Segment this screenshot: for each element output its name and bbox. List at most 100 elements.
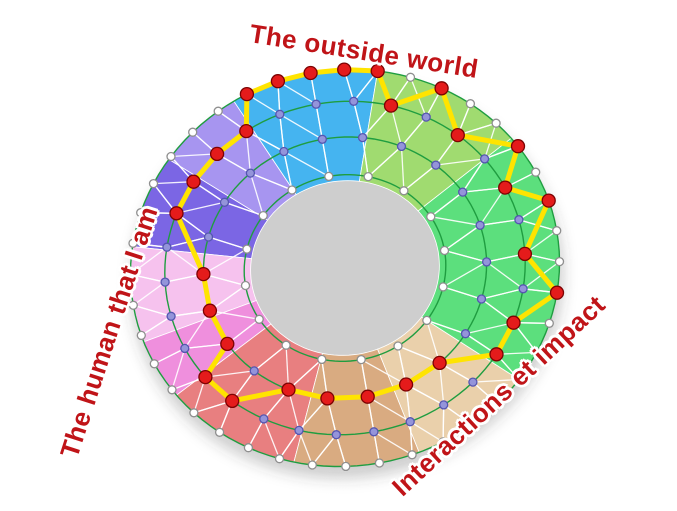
node (324, 171, 334, 182)
node (331, 430, 341, 440)
node (531, 347, 542, 358)
red-node (450, 127, 465, 143)
node (213, 106, 223, 116)
node (259, 414, 269, 424)
node (274, 454, 285, 464)
red-node (196, 266, 211, 282)
red-node (198, 369, 213, 385)
node (189, 408, 199, 418)
node (275, 109, 285, 119)
node (491, 118, 501, 128)
node (518, 284, 528, 294)
node (203, 232, 214, 242)
node (554, 256, 565, 267)
node (407, 450, 417, 460)
node (245, 168, 256, 178)
red-node (517, 246, 533, 262)
node (254, 314, 264, 324)
red-node (549, 285, 565, 300)
node (514, 215, 524, 225)
node (166, 151, 176, 162)
node (426, 212, 436, 222)
red-node (498, 180, 513, 195)
red-node (239, 86, 255, 102)
red-node (541, 193, 556, 208)
node (240, 280, 251, 291)
node (125, 269, 136, 280)
node (438, 282, 448, 292)
node (249, 366, 259, 376)
node (311, 99, 321, 109)
node (431, 160, 441, 170)
node (242, 244, 252, 254)
red-node (370, 63, 385, 79)
node (422, 315, 432, 326)
node (460, 329, 471, 339)
red-node (383, 98, 399, 113)
red-node (209, 146, 225, 162)
node (341, 461, 351, 472)
node (374, 458, 385, 468)
node (481, 257, 492, 267)
node (458, 187, 468, 197)
node (128, 300, 138, 310)
red-node (270, 74, 286, 89)
node (356, 354, 366, 365)
node (405, 417, 415, 427)
node (479, 154, 490, 164)
node (399, 186, 409, 196)
node (369, 427, 379, 437)
red-node (360, 389, 375, 404)
red-node (303, 65, 318, 81)
node (476, 294, 487, 304)
node (128, 238, 138, 248)
node (148, 178, 159, 189)
node (281, 340, 291, 350)
node (188, 127, 198, 137)
node (258, 210, 268, 221)
node (149, 359, 159, 369)
red-node (220, 336, 235, 352)
node (544, 318, 554, 328)
red-node (489, 347, 504, 362)
node (393, 341, 403, 351)
node (396, 141, 407, 152)
node (219, 197, 230, 207)
node (439, 245, 450, 256)
node (421, 112, 431, 122)
red-node (398, 377, 414, 392)
node (287, 185, 297, 195)
node (492, 399, 502, 409)
red-node (434, 81, 449, 96)
node (468, 377, 478, 387)
node (465, 99, 476, 109)
red-node (432, 355, 447, 371)
node (514, 374, 524, 385)
red-node (169, 206, 184, 221)
green-ring (164, 100, 526, 436)
node (279, 146, 289, 157)
red-node (506, 315, 521, 330)
node (357, 132, 368, 143)
red-node (239, 123, 254, 139)
red-node (320, 391, 335, 406)
node (405, 72, 416, 82)
node (307, 460, 317, 470)
node (136, 330, 146, 341)
node (349, 96, 359, 106)
node (243, 443, 254, 453)
node (317, 134, 327, 144)
node (475, 220, 485, 230)
node (180, 343, 190, 354)
red-node (225, 393, 240, 409)
node (294, 425, 304, 436)
node (531, 167, 541, 177)
node (467, 420, 477, 430)
red-node (337, 62, 352, 77)
red-node (186, 174, 201, 189)
node (214, 427, 225, 437)
node (317, 354, 327, 365)
red-node (202, 303, 218, 318)
